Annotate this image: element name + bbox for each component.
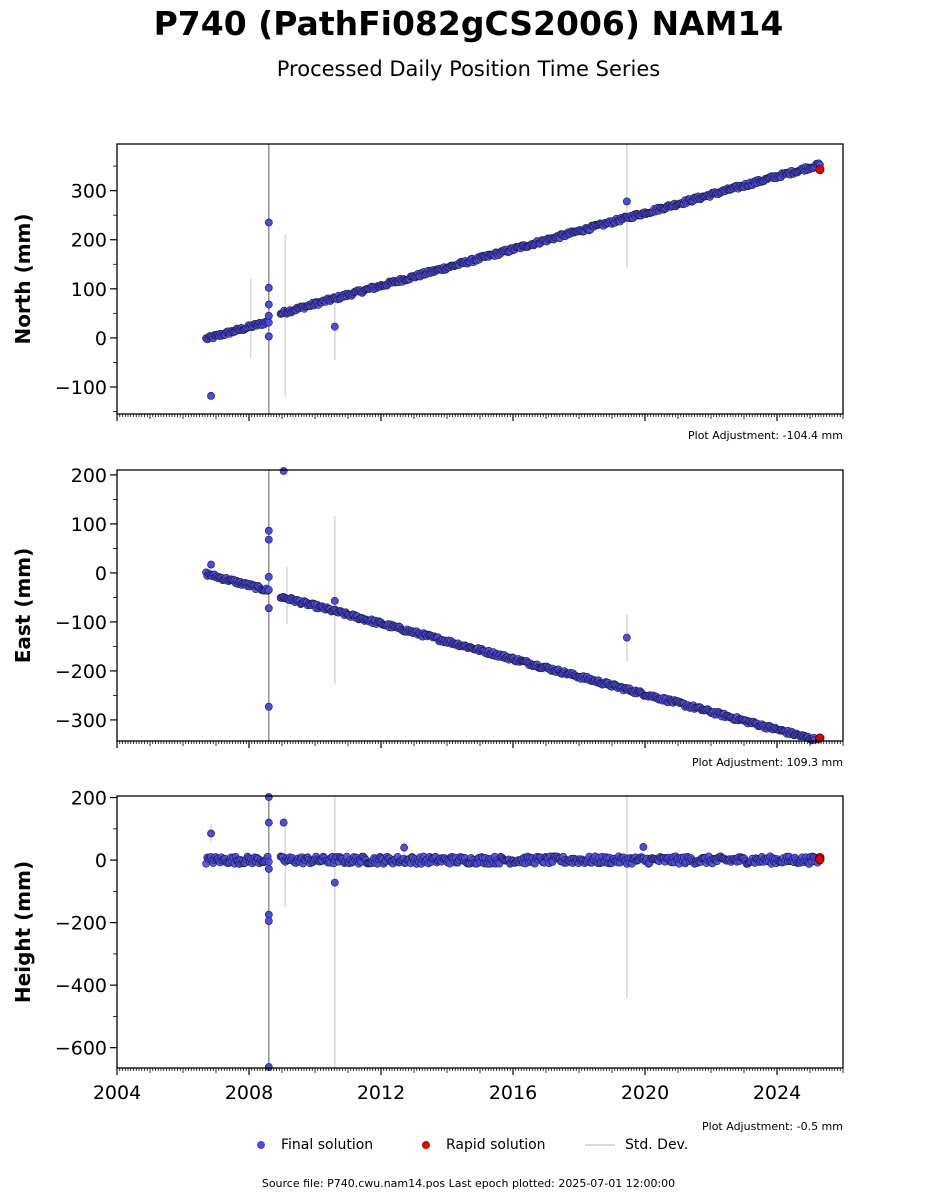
chart-subtitle: Processed Daily Position Time Series (276, 57, 661, 81)
y-tick-label: 0 (95, 850, 107, 872)
final-solution-point (207, 560, 215, 569)
chart-title: P740 (PathFi082gCS2006) NAM14 (153, 4, 784, 43)
y-tick-label: −200 (55, 661, 107, 683)
legend-final-label: Final solution (281, 1137, 374, 1153)
final-solution-point (264, 1063, 273, 1071)
final-solution-point (264, 702, 273, 711)
final-solution-point (207, 829, 215, 838)
y-axis-label: Height (mm) (11, 861, 35, 1003)
legend-final-marker (257, 1141, 265, 1149)
y-tick-label: 0 (95, 563, 107, 585)
final-solution-point (639, 843, 648, 851)
final-solution-point (264, 585, 273, 594)
final-solution-point (264, 572, 273, 581)
final-solution-point (264, 818, 273, 827)
final-solution-point (264, 864, 273, 873)
y-axis-label: North (mm) (11, 213, 35, 344)
y-tick-label: −400 (55, 975, 107, 997)
final-solution-point (264, 318, 273, 327)
final-solution-point (264, 218, 273, 227)
legend-stddev-label: Std. Dev. (625, 1137, 689, 1153)
y-tick-label: 0 (95, 328, 107, 350)
legend-item-rapid: Rapid solution (422, 1137, 546, 1153)
final-solution-point (264, 300, 273, 309)
panel-height: −600 −400 −200 0 200 2004 2008 2012 2016 2020 2024… (11, 788, 844, 1133)
y-tick-label: 200 (71, 788, 107, 810)
source-footer: Source file: P740.cwu.nam14.pos Last epo… (261, 1177, 676, 1190)
plot-adjustment-label: Plot Adjustment: 109.3 mm (692, 756, 843, 769)
y-tick-label: −600 (55, 1038, 107, 1060)
final-solution-point (264, 535, 273, 544)
x-tick-label: 2024 (753, 1082, 801, 1104)
x-tick-label: 2008 (225, 1082, 273, 1104)
final-solution-point (264, 332, 273, 341)
x-tick-label: 2004 (93, 1082, 141, 1104)
y-tick-label: 100 (71, 279, 107, 301)
legend-item-stddev: Std. Dev. (585, 1137, 688, 1153)
x-tick-label: 2016 (489, 1082, 537, 1104)
final-solution-point (264, 857, 273, 866)
x-tick-label: 2020 (621, 1082, 669, 1104)
y-tick-label: 200 (71, 230, 107, 252)
final-solution-point (264, 311, 273, 320)
legend-rapid-label: Rapid solution (446, 1137, 546, 1153)
final-solution-point (622, 197, 631, 206)
final-solution-point (264, 283, 273, 292)
y-tick-label: −100 (55, 377, 107, 399)
final-solution-point (264, 917, 273, 925)
plot-adjustment-label: Plot Adjustment: -104.4 mm (688, 429, 843, 442)
plot-frame (116, 469, 844, 742)
final-solution-point (279, 467, 288, 475)
final-solution-point (264, 793, 273, 801)
rapid-solution-point (815, 854, 825, 865)
plot-frame (116, 795, 844, 1069)
final-solution-point (400, 843, 408, 852)
y-tick-label: −200 (55, 913, 107, 935)
final-solution-point (330, 596, 339, 605)
y-tick-label: 300 (71, 181, 107, 203)
final-solution-point (264, 604, 273, 613)
y-tick-label: 200 (71, 465, 107, 487)
legend-rapid-marker (422, 1141, 430, 1149)
y-tick-label: −300 (55, 710, 107, 732)
y-tick-label: −100 (55, 612, 107, 634)
final-solution-point (207, 391, 215, 400)
rapid-solution-point (815, 733, 825, 743)
y-tick-label: 100 (71, 514, 107, 536)
final-solution-point (622, 633, 631, 642)
final-solution-point (330, 322, 339, 331)
final-solution-point (264, 526, 273, 535)
legend-stddev-line (585, 1144, 615, 1146)
plot-adjustment-label: Plot Adjustment: -0.5 mm (702, 1120, 843, 1133)
final-solution-point (279, 818, 288, 827)
panel-north: −100 0 100 200 300 North (mm) Plot Adjustment:… (11, 143, 844, 442)
x-tick-label: 2012 (357, 1082, 405, 1104)
rapid-solution-point (815, 164, 825, 175)
legend-item-final: Final solution (257, 1137, 373, 1153)
panel-east: −300 −200 −100 0 100 200 East (mm) Plot Adjustm… (11, 465, 844, 769)
y-axis-label: East (mm) (11, 548, 35, 664)
final-solution-point (330, 878, 339, 887)
